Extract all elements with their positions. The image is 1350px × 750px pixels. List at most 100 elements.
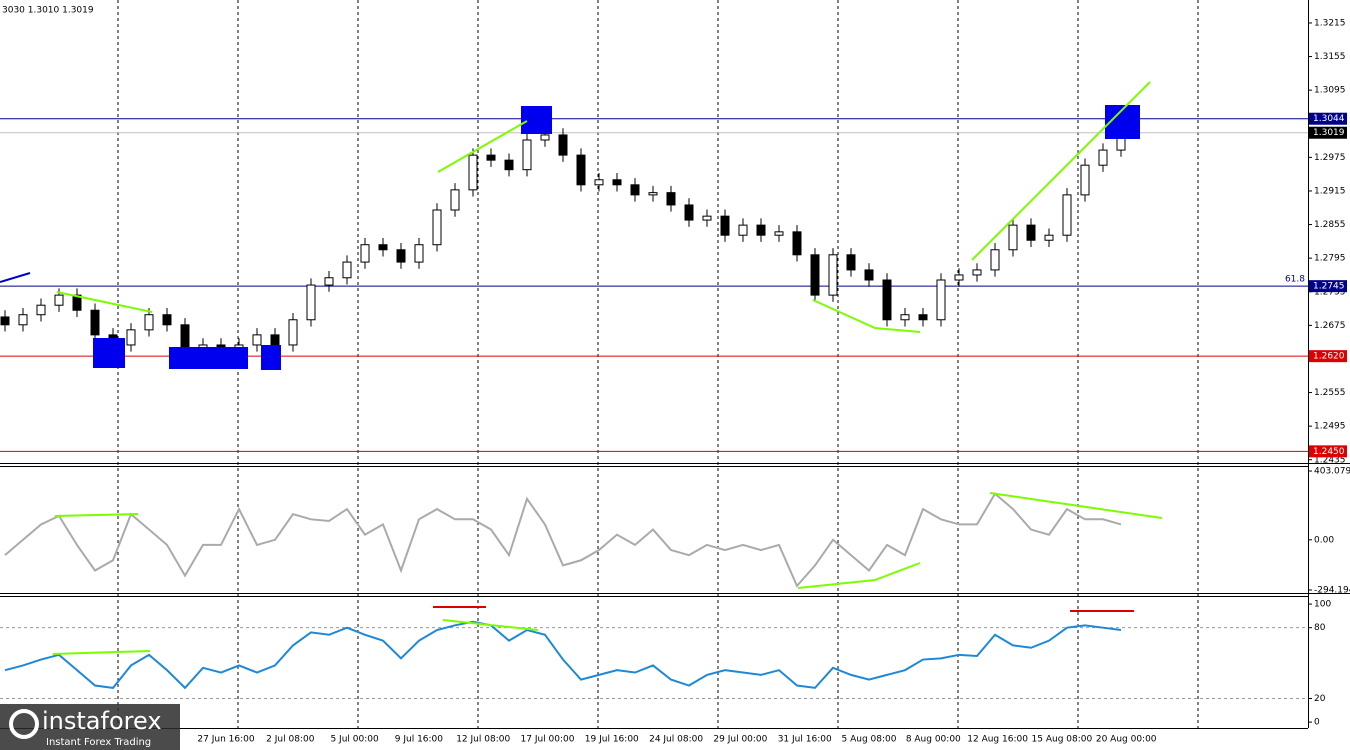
candle-body <box>846 254 856 271</box>
candle-body <box>1098 149 1108 166</box>
y-tick-label: 100 <box>1314 600 1331 610</box>
level-label: 1.2450 <box>1313 447 1345 457</box>
level-label-bg <box>1309 126 1347 139</box>
candle-body <box>972 269 982 276</box>
candle-body <box>1026 224 1036 241</box>
candle-body <box>396 249 406 263</box>
candle-body <box>486 154 496 161</box>
y-tick-label: 1.2915 <box>1314 186 1346 196</box>
candle-body <box>990 249 1000 271</box>
candle-body <box>630 184 640 196</box>
zone-box <box>261 345 281 370</box>
indicator-line <box>4 620 1122 690</box>
x-tick-label: 17 Jul 00:00 <box>521 735 575 745</box>
candle-body <box>288 319 298 346</box>
candle-body <box>882 279 892 321</box>
level-label: 1.2745 <box>1313 282 1345 292</box>
x-tick-label: 24 Jul 08:00 <box>649 735 703 745</box>
candle-body <box>162 314 172 326</box>
candle-body <box>900 314 910 321</box>
marks <box>0 118 1308 699</box>
candle-body <box>270 334 280 346</box>
zone-box <box>521 106 552 134</box>
candle-body <box>954 274 964 281</box>
candle-body <box>810 254 820 296</box>
candle-body <box>936 279 946 321</box>
candle-body <box>468 154 478 191</box>
y-tick-label: 1.3215 <box>1314 18 1346 28</box>
y-tick-label: 1.2555 <box>1314 388 1346 398</box>
y-tick-label: 0 <box>1314 718 1320 728</box>
divergence-line <box>442 619 539 631</box>
candle-body <box>54 294 64 306</box>
x-tick-label: 19 Jul 16:00 <box>585 735 639 745</box>
trend-line <box>812 299 921 333</box>
candle-body <box>576 154 586 186</box>
candle-body <box>1044 234 1054 241</box>
level-label-bg <box>1309 350 1347 363</box>
candle-body <box>1062 194 1072 236</box>
frame <box>0 0 1350 729</box>
y-tick-label: 403.0796 <box>1314 467 1350 477</box>
x-tick-label: 20 Aug 00:00 <box>1096 735 1157 745</box>
candle-body <box>702 215 712 221</box>
logo-icon <box>9 709 39 739</box>
x-tick-label: 5 Jul 00:00 <box>330 735 379 745</box>
header: 3030 1.3010 1.3019 <box>2 6 94 16</box>
candle-body <box>828 254 838 296</box>
logo: instaforex Instant Forex Trading <box>0 704 180 750</box>
candle-body <box>72 294 82 311</box>
candle-body <box>180 324 190 351</box>
zone-box <box>169 347 248 369</box>
x-tick-label: 15 Aug 08:00 <box>1032 735 1093 745</box>
x-tick-label: 8 Aug 00:00 <box>906 735 961 745</box>
candle-body <box>36 304 46 316</box>
y-tick-label: 80 <box>1314 623 1326 633</box>
candle-body <box>756 224 766 236</box>
candle-body <box>90 309 100 336</box>
level-label: 1.2620 <box>1313 352 1345 362</box>
candle-body <box>666 192 676 206</box>
y-tick-label: 1.3095 <box>1314 86 1346 96</box>
trend-line <box>0 272 31 283</box>
candle-body <box>522 139 532 171</box>
x-tick-label: 29 Jul 00:00 <box>713 735 767 745</box>
y-tick-label: -294.194 <box>1314 586 1350 596</box>
x-tick-label: 27 Jun 16:00 <box>197 735 254 745</box>
level-note: 61.8 <box>1285 275 1305 285</box>
candle-body <box>378 244 388 251</box>
candle-body <box>0 316 10 326</box>
level-label-bg <box>1309 280 1347 293</box>
logo-brand: instaforex <box>42 707 162 735</box>
trend-line <box>971 81 1151 261</box>
candle-body <box>1008 224 1018 251</box>
y-tick-label: 1.2495 <box>1314 422 1346 432</box>
candle-body <box>594 179 604 186</box>
candle-body <box>126 329 136 346</box>
divergence-line <box>54 513 139 517</box>
trend-line <box>437 120 528 173</box>
level-label: 1.3019 <box>1313 128 1345 138</box>
y-tick-label: 1.2675 <box>1314 321 1346 331</box>
candle-body <box>306 284 316 321</box>
y-tick-label: 1.2855 <box>1314 220 1346 230</box>
candle-body <box>360 244 370 263</box>
y-tick-label: 0.00 <box>1314 535 1334 545</box>
level-label-bg <box>1309 112 1347 125</box>
candle-body <box>558 134 568 156</box>
candle-body <box>1080 164 1090 196</box>
indicator-line <box>4 492 1122 588</box>
x-tick-label: 12 Jul 08:00 <box>456 735 510 745</box>
y-tick-label: 1.2735 <box>1314 287 1346 297</box>
x-tick-label: 2 Jul 08:00 <box>266 735 315 745</box>
candle-body <box>504 159 514 171</box>
candle-body <box>144 314 154 331</box>
y-tick-label: 1.2795 <box>1314 254 1346 264</box>
zone-box <box>93 338 125 368</box>
trend-line <box>56 291 153 313</box>
candle-body <box>684 204 694 221</box>
logo-tagline: Instant Forex Trading <box>46 737 151 748</box>
divergence-line <box>989 492 1163 519</box>
candle-body <box>540 134 550 141</box>
